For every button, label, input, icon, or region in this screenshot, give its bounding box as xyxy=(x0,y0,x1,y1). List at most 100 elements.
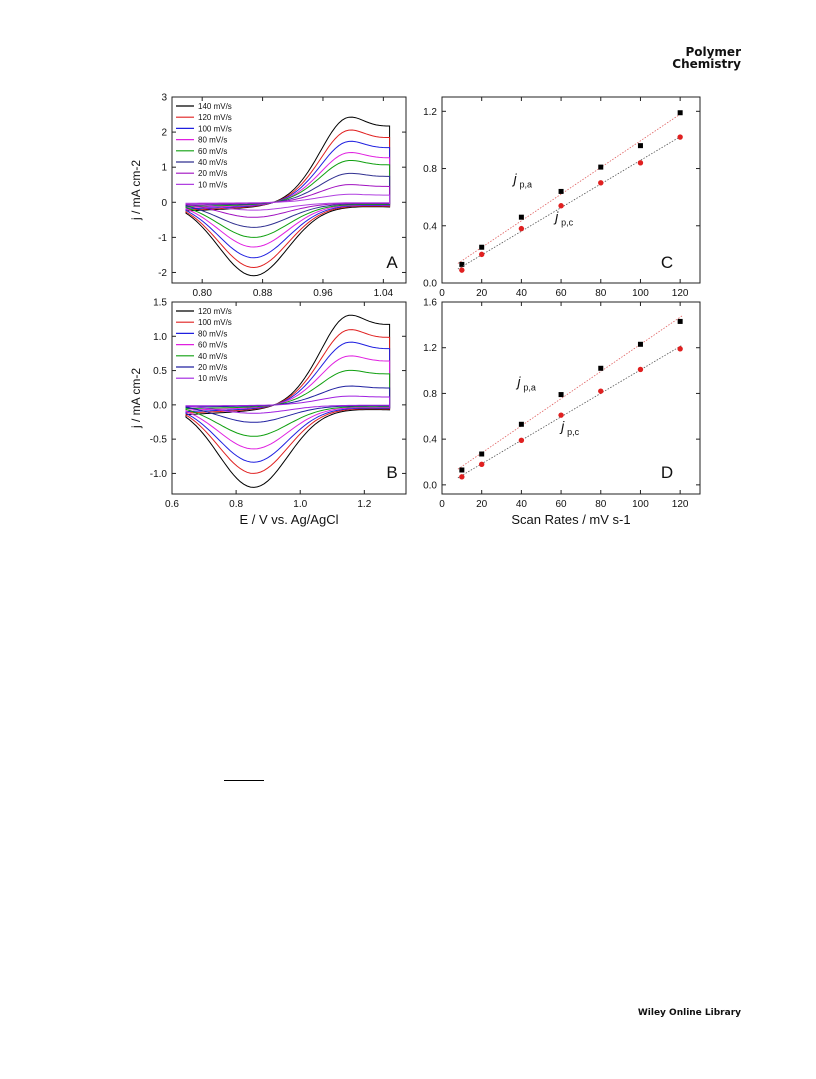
data-point-cathodic xyxy=(459,474,465,480)
y-tick-label: 0.5 xyxy=(153,366,167,377)
legend-label: 80 mV/s xyxy=(198,136,227,145)
data-point-anodic xyxy=(558,392,564,398)
series-annotation: j xyxy=(511,170,517,186)
panel-letter: D xyxy=(661,463,673,482)
data-point-anodic xyxy=(459,467,465,473)
x-tick-label: 1.04 xyxy=(374,288,394,299)
data-point-anodic xyxy=(677,318,683,324)
data-point-anodic xyxy=(637,341,643,347)
panel-d: 0 20 40 60 80 100 120 0.0 0.4 0.8 1.2 1.6 D Scan Rate… xyxy=(423,298,701,527)
y-tick-label: -1.0 xyxy=(150,469,168,480)
y-tick-label: -2 xyxy=(158,268,167,279)
data-point-anodic xyxy=(518,421,524,427)
data-point-cathodic xyxy=(518,225,525,232)
x-tick-label: 0 xyxy=(439,288,445,299)
legend-label: 120 mV/s xyxy=(198,113,232,122)
data-point-cathodic xyxy=(558,203,564,209)
y-tick-label: 1.2 xyxy=(423,343,437,354)
footnote-rule xyxy=(224,780,264,781)
x-tick-label: 100 xyxy=(632,288,649,299)
y-tick-label: 0 xyxy=(161,198,167,209)
y-tick-label: -0.5 xyxy=(150,435,168,446)
y-tick-label: 1.5 xyxy=(153,298,167,309)
y-tick-label: -1 xyxy=(158,233,167,244)
legend-label: 20 mV/s xyxy=(198,169,227,178)
x-tick-label: 80 xyxy=(595,288,607,299)
data-point-cathodic xyxy=(558,412,564,418)
plot-frame xyxy=(171,301,407,495)
legend-label: 60 mV/s xyxy=(198,341,227,350)
fit-line xyxy=(457,135,683,270)
y-tick-label: 1.6 xyxy=(423,298,437,309)
data-point-cathodic xyxy=(478,251,485,258)
series-annotation-subscript: p,c xyxy=(567,427,580,437)
series-annotation: j xyxy=(559,418,565,434)
data-point-anodic xyxy=(459,261,465,267)
y-axis-label: j / mA cm-2 xyxy=(129,368,143,429)
x-tick-label: 100 xyxy=(632,499,649,510)
plot-frame xyxy=(171,96,407,284)
data-point-cathodic xyxy=(637,160,644,166)
data-point-anodic xyxy=(677,110,683,116)
y-tick-label: 1.2 xyxy=(423,107,437,118)
cv-curve xyxy=(185,193,391,211)
fit-line xyxy=(457,112,683,264)
x-tick-label: 0.88 xyxy=(253,288,273,299)
legend-label: 60 mV/s xyxy=(198,147,227,156)
x-tick-label: 60 xyxy=(556,288,568,299)
x-tick-label: 0.96 xyxy=(313,288,333,299)
journal-name: Polymer Chemistry xyxy=(672,46,741,70)
data-point-cathodic xyxy=(637,366,644,373)
legend-label: 10 mV/s xyxy=(198,374,227,383)
legend-label: 40 mV/s xyxy=(198,352,227,361)
y-tick-label: 1.0 xyxy=(153,332,167,343)
series-annotation-subscript: p,a xyxy=(519,179,532,189)
panel-letter: B xyxy=(386,463,397,482)
cv-curve xyxy=(185,184,391,218)
y-axis-label: j / mA cm-2 xyxy=(129,160,143,221)
x-tick-label: 60 xyxy=(556,499,568,510)
x-axis-label: Scan Rates / mV s-1 xyxy=(511,512,630,527)
panel-b: 0.6 0.8 1.0 1.2 -1.0 -0.5 0.0 0.5 1.0 1.5 Bj / mA … xyxy=(129,298,407,527)
y-tick-label: 0.8 xyxy=(423,164,437,175)
x-tick-label: 0 xyxy=(439,499,445,510)
x-tick-label: 1.0 xyxy=(293,499,307,510)
journal-name-line1: Polymer xyxy=(685,45,741,59)
panel-letter: C xyxy=(661,253,673,272)
x-tick-label: 120 xyxy=(672,288,689,299)
data-point-cathodic xyxy=(677,134,683,140)
data-point-anodic xyxy=(479,244,485,250)
legend-label: 120 mV/s xyxy=(198,307,232,316)
legend-label: 10 mV/s xyxy=(198,180,227,189)
data-point-anodic xyxy=(558,188,564,194)
x-tick-label: 1.2 xyxy=(357,499,371,510)
legend-label: 100 mV/s xyxy=(198,124,232,133)
x-tick-label: 80 xyxy=(595,499,607,510)
data-point-cathodic xyxy=(478,461,485,467)
series-annotation: j xyxy=(553,209,559,225)
plot-frame xyxy=(441,301,701,495)
x-tick-label: 0.80 xyxy=(192,288,212,299)
y-tick-label: 0.0 xyxy=(423,480,437,491)
panel-letter: A xyxy=(386,253,398,272)
legend-label: 20 mV/s xyxy=(198,363,227,372)
x-tick-label: 40 xyxy=(516,499,528,510)
y-tick-label: 0.0 xyxy=(423,279,437,290)
data-point-anodic xyxy=(598,365,604,371)
publisher-footer: Wiley Online Library xyxy=(637,1008,741,1018)
legend-label: 80 mV/s xyxy=(198,329,227,338)
y-tick-label: 0.4 xyxy=(423,435,437,446)
x-tick-label: 20 xyxy=(476,499,488,510)
series-annotation: j xyxy=(515,374,521,390)
journal-name-line2: Chemistry xyxy=(672,57,741,71)
x-tick-label: 40 xyxy=(516,288,528,299)
data-point-cathodic xyxy=(598,180,604,186)
data-point-anodic xyxy=(598,164,604,170)
x-tick-label: 20 xyxy=(476,288,488,299)
fit-line xyxy=(457,315,683,470)
x-tick-label: 120 xyxy=(672,499,689,510)
y-tick-label: 0.8 xyxy=(423,389,437,400)
x-axis-label: E / V vs. Ag/AgCl xyxy=(240,512,339,527)
